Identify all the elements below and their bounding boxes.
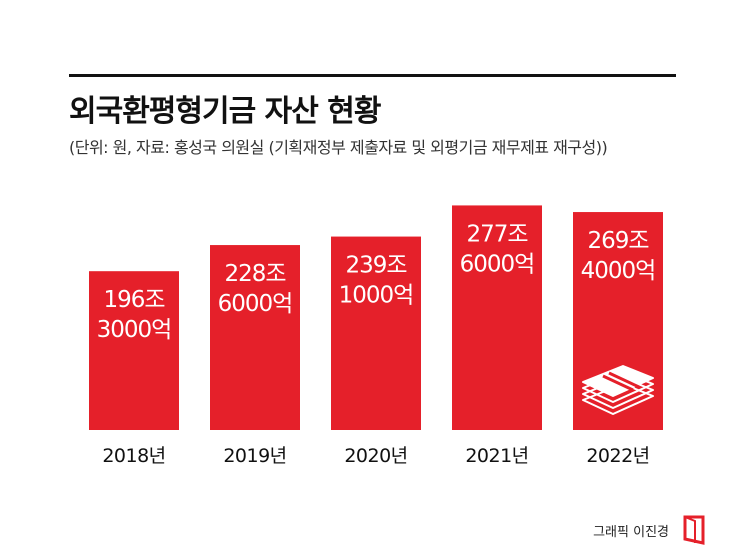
bar-value-label-1-0: 228조 [224, 261, 285, 287]
bar-value-label-2-1: 1000억 [339, 283, 414, 309]
bar-value-label-0-0: 196조 [103, 287, 164, 313]
x-tick-label-4: 2022년 [586, 445, 649, 467]
chart-title: 외국환평형기금 자산 현황 [69, 94, 381, 129]
brand-logo-icon [683, 515, 705, 545]
graphic-credit: 그래픽 이진경 [593, 525, 669, 540]
top-rule [69, 74, 676, 77]
bar-value-label-4-1: 4000억 [581, 258, 656, 284]
x-tick-label-1: 2019년 [223, 445, 286, 467]
bar-2 [331, 236, 421, 430]
bar-value-label-0-1: 3000억 [97, 317, 172, 343]
x-tick-label-2: 2020년 [344, 445, 407, 467]
money-stack-icon [582, 365, 654, 415]
bar-3 [452, 205, 542, 430]
x-tick-label-3: 2021년 [465, 445, 528, 467]
bar-value-label-3-1: 6000억 [460, 251, 535, 277]
bar-value-label-1-1: 6000억 [218, 291, 293, 317]
bar-value-label-2-0: 239조 [345, 253, 406, 279]
chart-subtitle: (단위: 원, 자료: 홍성국 의원실 (기획재정부 제출자료 및 외평기금 재… [69, 138, 608, 157]
bar-value-label-3-0: 277조 [466, 221, 527, 247]
bar-1 [210, 245, 300, 430]
x-tick-label-0: 2018년 [102, 445, 165, 467]
bar-value-label-4-0: 269조 [587, 228, 648, 254]
bar-0 [89, 271, 179, 430]
